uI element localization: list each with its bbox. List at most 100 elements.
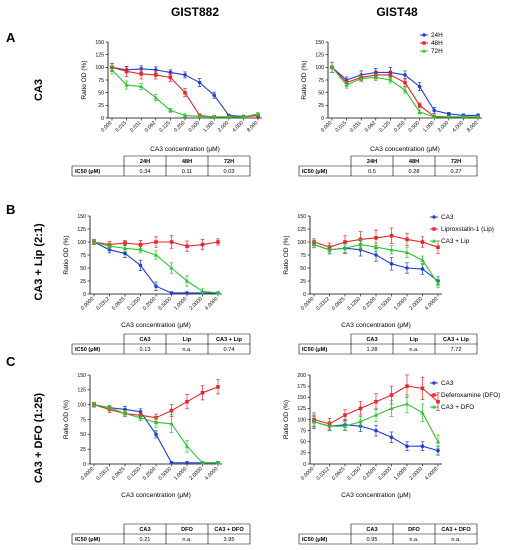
data-point [91,239,97,244]
x-tick-label: 0.062 [364,120,378,134]
y-tick-label: 150 [315,40,324,46]
data-point [374,428,378,433]
y-tick-label: 0 [83,462,86,468]
data-point [402,87,408,92]
y-tick-label: 0 [83,292,86,298]
y-tick-label: 75 [80,253,86,259]
data-point [255,111,261,116]
data-point [311,419,317,424]
data-point [389,262,394,266]
series-green [329,61,481,119]
legend-label: 48H [431,40,443,47]
y-tick-label: 100 [77,402,86,408]
data-point [435,439,441,444]
data-point [169,408,174,413]
x-tick-label: 1.0000 [393,296,409,312]
data-point [343,240,347,244]
data-point [327,247,332,252]
y-tick-label: 0 [303,292,306,298]
y-tick-label: 125 [297,227,306,233]
row-label-ca3-lip: CA3 + Lip (2:1) [33,223,45,301]
table-header-cell: CA3 [139,337,150,343]
x-tick-label: 0.0312 [315,296,331,312]
x-tick-label: 0.031 [349,120,363,134]
data-point [420,410,425,415]
table-cell: n.a. [409,537,419,543]
y-axis-title: Ratio OD (%) [283,235,290,274]
data-point [374,253,378,257]
x-tick-label: 0.2500 [142,466,158,482]
ic50-table: 24H 48H 72H IC50 (μM) 0.34 0.11 0.03 [71,155,251,177]
data-point [417,103,422,108]
table-cell: n.a. [451,537,461,543]
data-point [153,420,159,425]
table-header-cell: CA3 [366,337,377,343]
legend-marker [422,48,426,53]
data-point [122,411,128,416]
data-point [420,444,425,449]
table-cell: 0.11 [182,169,192,175]
data-point [200,289,205,293]
table-cell: n.a. [182,347,192,353]
y-tick-label: 50 [98,90,104,96]
data-point [124,82,129,87]
table-header-cell: 72H [451,159,461,165]
x-tick-label: 0.0000 [80,296,96,312]
x-tick-label: 1.0000 [393,466,409,482]
panel-letter-a: A [6,30,16,45]
table-header-cell: 24H [367,159,377,165]
data-point [404,401,410,406]
x-tick-label: 0.500 [408,120,422,134]
x-tick-label: 0.1250 [346,466,362,482]
table-cell: 0.95 [367,537,378,543]
x-axis-title: CA3 concentration (μM) [150,146,220,153]
x-tick-label: 0.0625 [111,466,127,482]
data-point [212,93,216,97]
y-tick-label: 150 [77,214,86,220]
x-tick-label: 0.0625 [111,296,127,312]
data-point [389,406,394,410]
x-tick-label: 0.0000 [80,466,96,482]
y-tick-label: 50 [80,266,86,272]
x-tick-label: 0.250 [393,120,407,134]
data-point [123,251,127,256]
data-point [153,95,158,100]
legend-marker [432,404,436,409]
data-point [109,67,115,72]
chart-a1: 0 25 50 75 100 125 150 0.000 0.015 0.031 0.062 0.12… [71,40,262,177]
x-tick-label: 0.031 [129,120,143,134]
data-point [358,419,363,424]
x-tick-label: 4.0000 [204,466,220,482]
data-point [153,252,159,257]
table-row-label: IC50 (μM) [302,169,327,175]
y-tick-label: 100 [95,65,104,71]
x-tick-label: 4.000 [231,120,245,134]
data-point [138,247,143,252]
legend-label: Liproxstatin-1 (Lip) [441,226,494,233]
data-point [183,73,187,77]
panel-letter-c: C [6,354,16,369]
data-point [461,114,466,119]
x-tick-label: 0.2500 [142,296,158,312]
data-point [447,112,451,116]
series-blue [92,401,220,465]
table-cell: 1.28 [367,347,378,353]
x-tick-label: 1.0000 [173,466,189,482]
table-row-label: IC50 (μM) [75,347,100,353]
y-axis-title: Ratio OD (%) [301,60,308,99]
data-point [374,236,378,240]
data-point [359,76,364,81]
y-tick-label: 50 [318,90,324,96]
y-axis-title: Ratio OD (%) [81,60,88,99]
y-tick-label: 75 [300,253,306,259]
y-tick-label: 125 [77,227,86,233]
legend-marker [432,393,436,397]
x-tick-label: 0.250 [173,120,187,134]
y-tick-label: 0 [101,116,104,122]
data-point [344,82,349,87]
data-point [342,423,348,428]
x-tick-label: 0.0625 [331,466,347,482]
table-cell: 7.72 [451,347,462,353]
data-point [107,405,112,410]
